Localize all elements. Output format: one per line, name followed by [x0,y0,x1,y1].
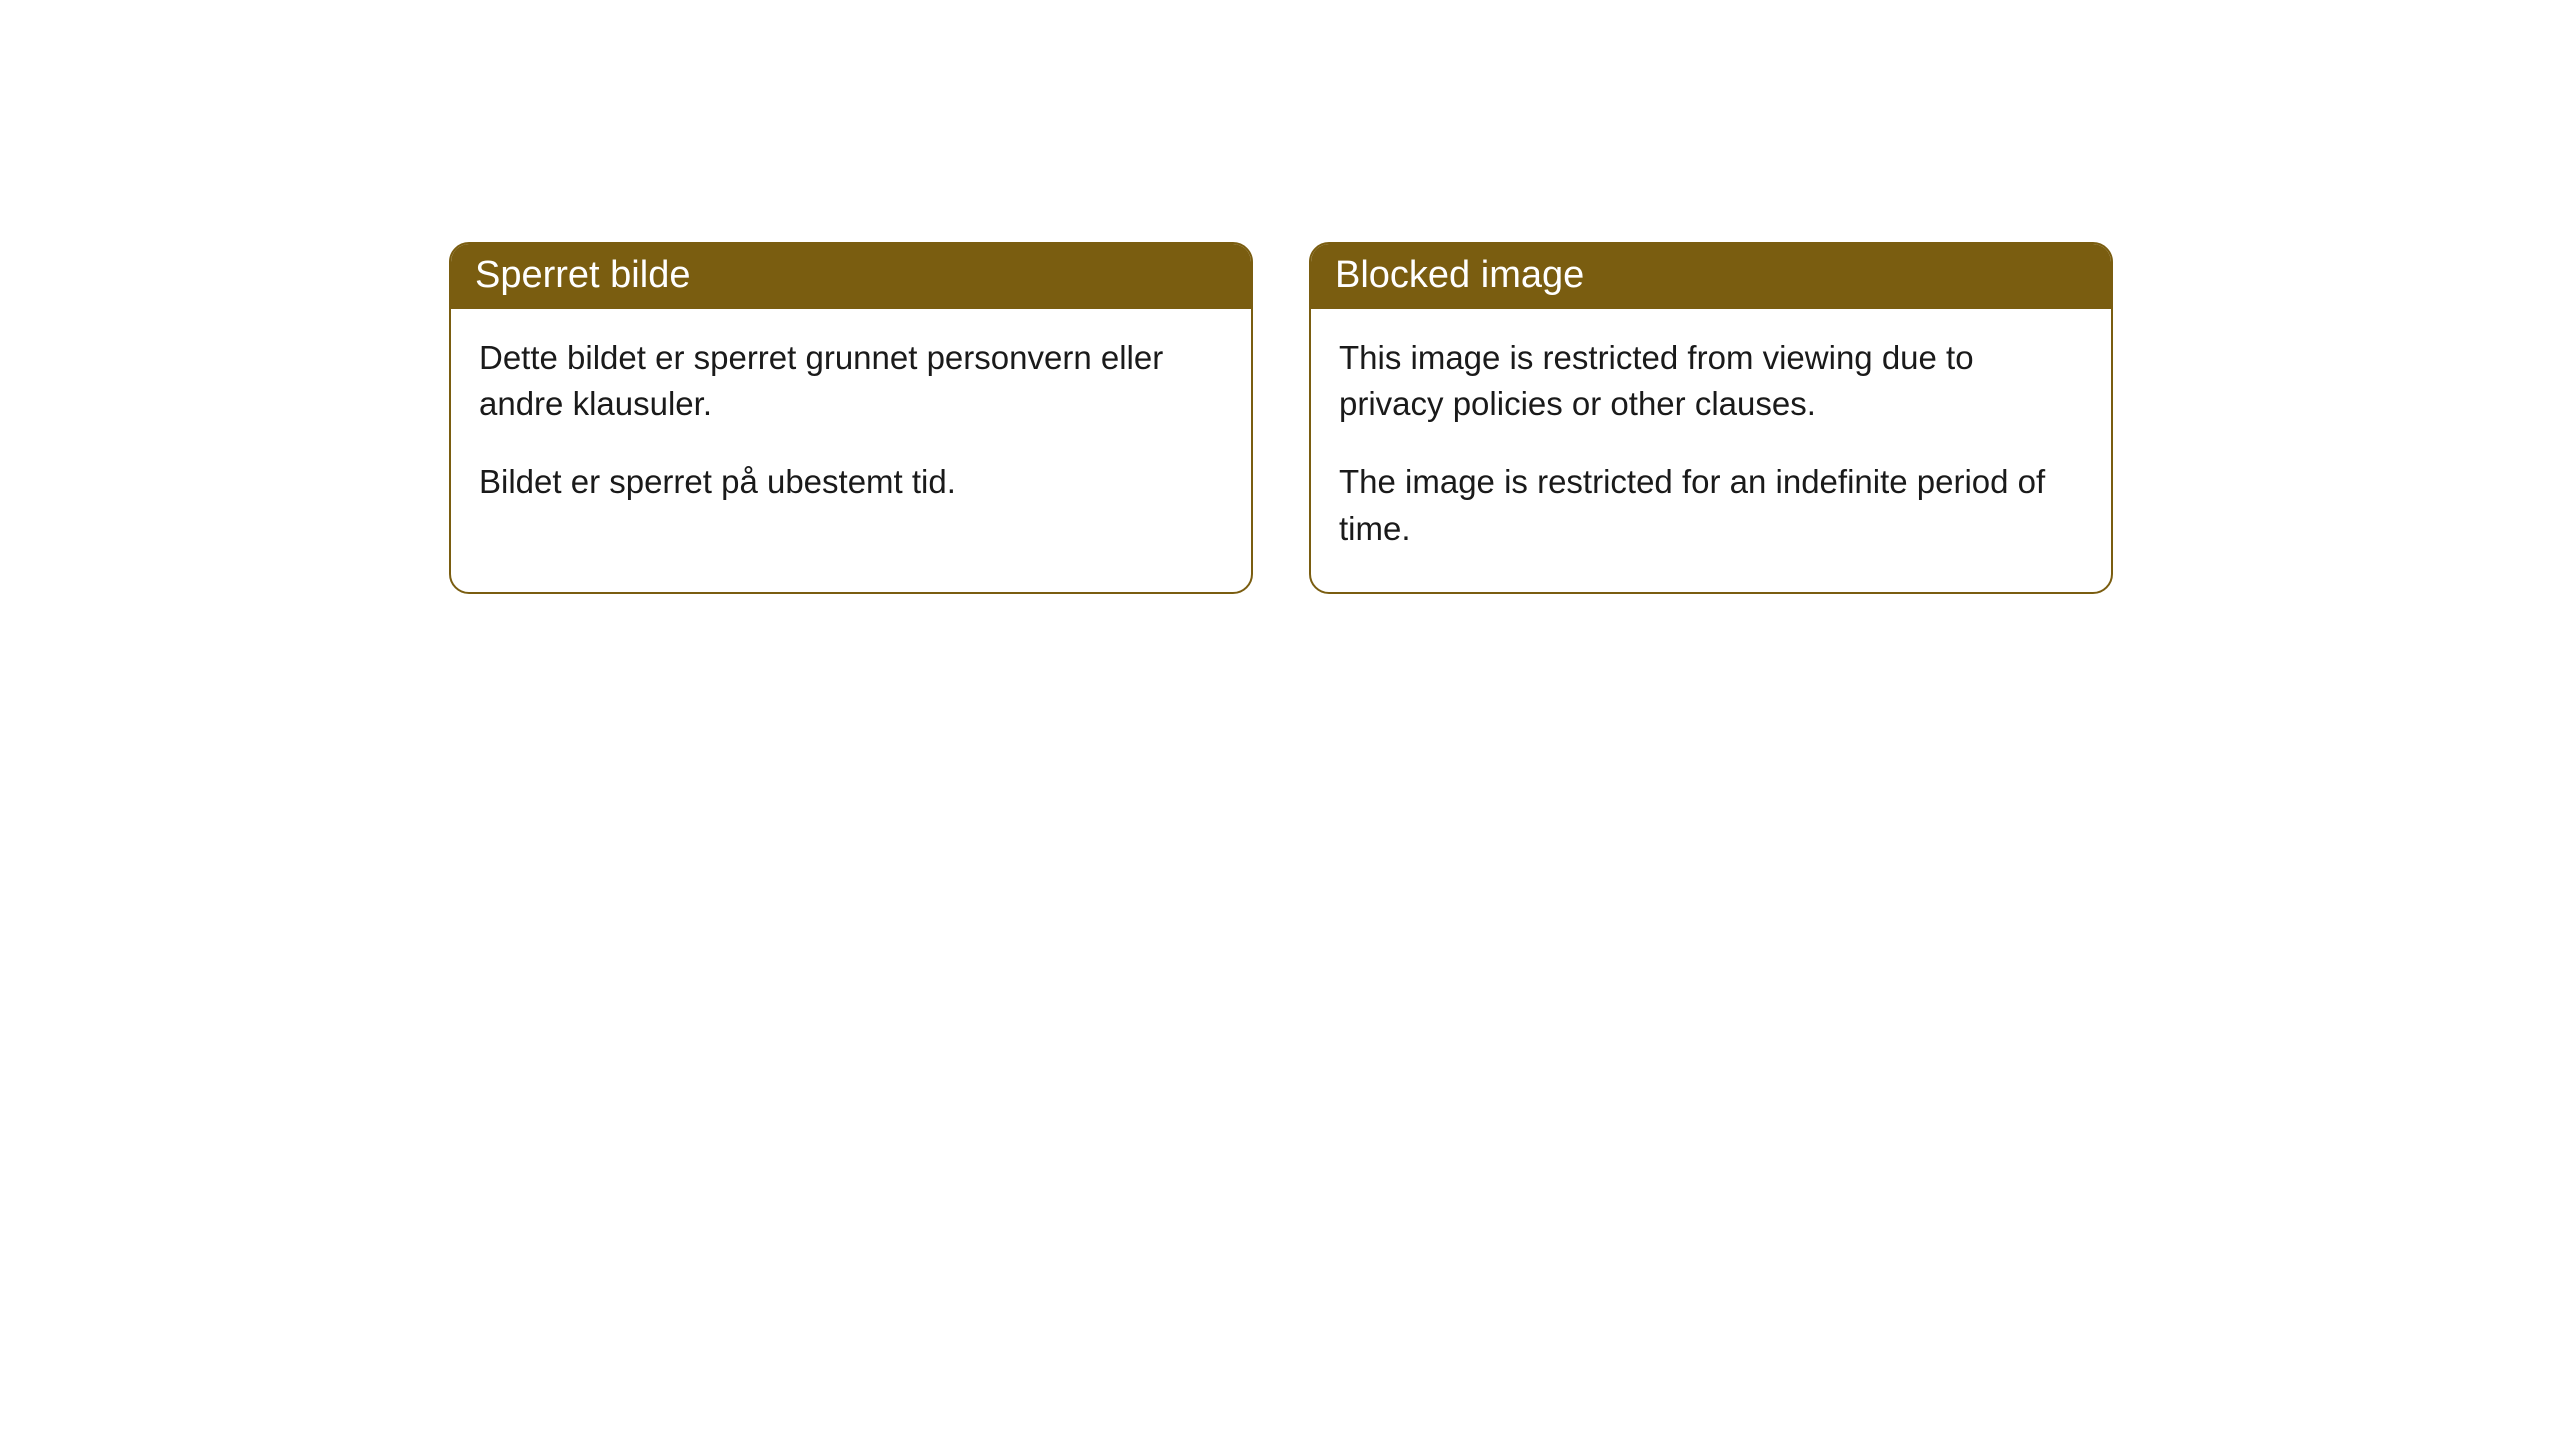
blocked-image-card-norwegian: Sperret bilde Dette bildet er sperret gr… [449,242,1253,594]
card-title: Sperret bilde [475,254,690,296]
card-body: Dette bildet er sperret grunnet personve… [451,309,1251,546]
card-paragraph: This image is restricted from viewing du… [1339,335,2083,427]
card-title: Blocked image [1335,254,1584,296]
card-body: This image is restricted from viewing du… [1311,309,2111,592]
card-paragraph: Bildet er sperret på ubestemt tid. [479,459,1223,505]
card-header: Sperret bilde [451,244,1251,309]
blocked-image-card-english: Blocked image This image is restricted f… [1309,242,2113,594]
card-header: Blocked image [1311,244,2111,309]
card-paragraph: Dette bildet er sperret grunnet personve… [479,335,1223,427]
notice-cards-container: Sperret bilde Dette bildet er sperret gr… [0,0,2560,594]
card-paragraph: The image is restricted for an indefinit… [1339,459,2083,551]
